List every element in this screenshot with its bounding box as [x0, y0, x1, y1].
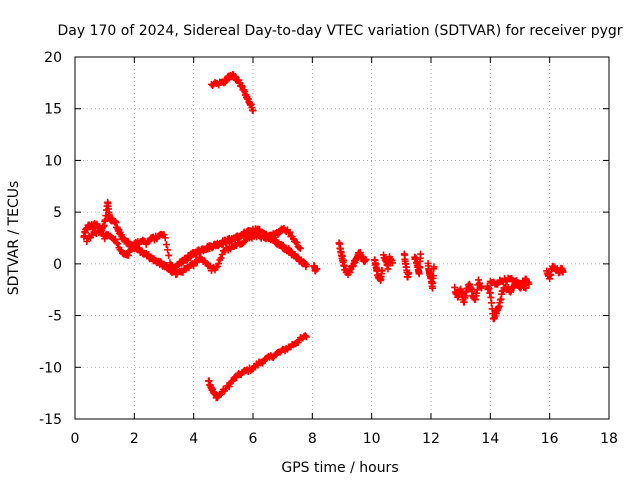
- data-point: [215, 260, 223, 268]
- data-point: [124, 251, 132, 259]
- x-tick-label: 2: [130, 431, 139, 447]
- series-segment-11: [400, 250, 413, 281]
- data-point: [388, 259, 396, 267]
- y-tick-label: 15: [44, 102, 62, 118]
- x-tick-label: 6: [249, 431, 258, 447]
- data-point: [128, 245, 136, 253]
- data-point: [114, 240, 122, 248]
- series-segment-16: [543, 262, 567, 283]
- data-point: [179, 268, 187, 276]
- data-point: [169, 264, 177, 272]
- series-segment-10: [371, 256, 386, 284]
- data-point: [197, 254, 205, 262]
- data-point: [296, 244, 304, 252]
- data-point: [145, 238, 153, 246]
- series-arc-upper: [207, 71, 257, 115]
- series-segment-13: [451, 276, 485, 306]
- data-point: [217, 254, 225, 262]
- x-tick-label: 14: [481, 431, 499, 447]
- data-point: [525, 280, 533, 288]
- series-segment-12: [424, 259, 438, 292]
- y-tick-label: 5: [53, 205, 62, 221]
- data-point: [430, 263, 438, 271]
- y-tick-label: 0: [53, 257, 62, 273]
- data-point: [522, 284, 530, 292]
- data-point: [417, 250, 425, 258]
- data-point: [240, 239, 248, 247]
- data-point: [274, 230, 282, 238]
- y-tick-label: 10: [44, 153, 62, 169]
- data-point: [190, 262, 198, 270]
- series-segment-14: [483, 275, 533, 323]
- data-point: [313, 265, 321, 273]
- data-point: [161, 234, 169, 242]
- y-tick-label: -10: [39, 360, 62, 376]
- series-segment-14b: [486, 274, 530, 292]
- data-point: [559, 268, 567, 276]
- y-tick-label: -15: [39, 412, 62, 428]
- x-tick-label: 0: [71, 431, 80, 447]
- y-tick-label: 20: [44, 50, 62, 66]
- data-point: [160, 231, 168, 239]
- grid-lines: [75, 57, 609, 419]
- y-axis-label: SDTVAR / TECUs: [6, 181, 22, 296]
- data-point: [249, 107, 257, 115]
- data-point: [165, 251, 173, 259]
- data-point: [415, 270, 423, 278]
- x-tick-label: 12: [422, 431, 440, 447]
- data-point: [286, 228, 294, 236]
- data-point: [405, 269, 413, 277]
- series-segment-10b: [380, 251, 396, 273]
- y-tick-label: -5: [48, 309, 62, 325]
- data-point: [301, 332, 309, 340]
- data-point: [83, 237, 91, 245]
- chart-title: Day 170 of 2024, Sidereal Day-to-day VTE…: [57, 23, 622, 39]
- data-point: [129, 244, 137, 252]
- x-axis-label: GPS time / hours: [281, 460, 398, 476]
- data-point: [164, 246, 172, 254]
- series-segment-8: [310, 262, 321, 275]
- data-point: [378, 266, 386, 274]
- data-point: [477, 284, 485, 292]
- data-points: [80, 71, 567, 402]
- plot-frame: [74, 56, 610, 420]
- data-point: [111, 235, 119, 243]
- data-point: [225, 383, 233, 391]
- series-main-band-spread: [83, 224, 304, 279]
- series-arc-lower: [205, 332, 310, 402]
- data-point: [429, 272, 437, 280]
- data-point: [293, 239, 301, 247]
- data-point: [362, 255, 370, 263]
- y-tick-labels: -15 -10 -5 0 5 10 15 20: [39, 50, 62, 428]
- x-tick-label: 18: [600, 431, 618, 447]
- data-point: [488, 299, 496, 307]
- data-point: [113, 239, 121, 247]
- data-point: [302, 333, 310, 341]
- series-segment-9: [335, 239, 370, 279]
- data-point: [212, 264, 220, 272]
- x-tick-label: 8: [308, 431, 317, 447]
- data-point: [302, 261, 310, 269]
- x-tick-label: 10: [363, 431, 381, 447]
- x-tick-labels: 0 2 4 6 8 10 12 14 16 18: [71, 431, 618, 447]
- series-segment-11b: [411, 250, 425, 278]
- data-point: [218, 250, 226, 258]
- x-tick-label: 4: [189, 431, 198, 447]
- data-point: [162, 241, 170, 249]
- data-point: [101, 235, 109, 243]
- x-tick-label: 16: [541, 431, 559, 447]
